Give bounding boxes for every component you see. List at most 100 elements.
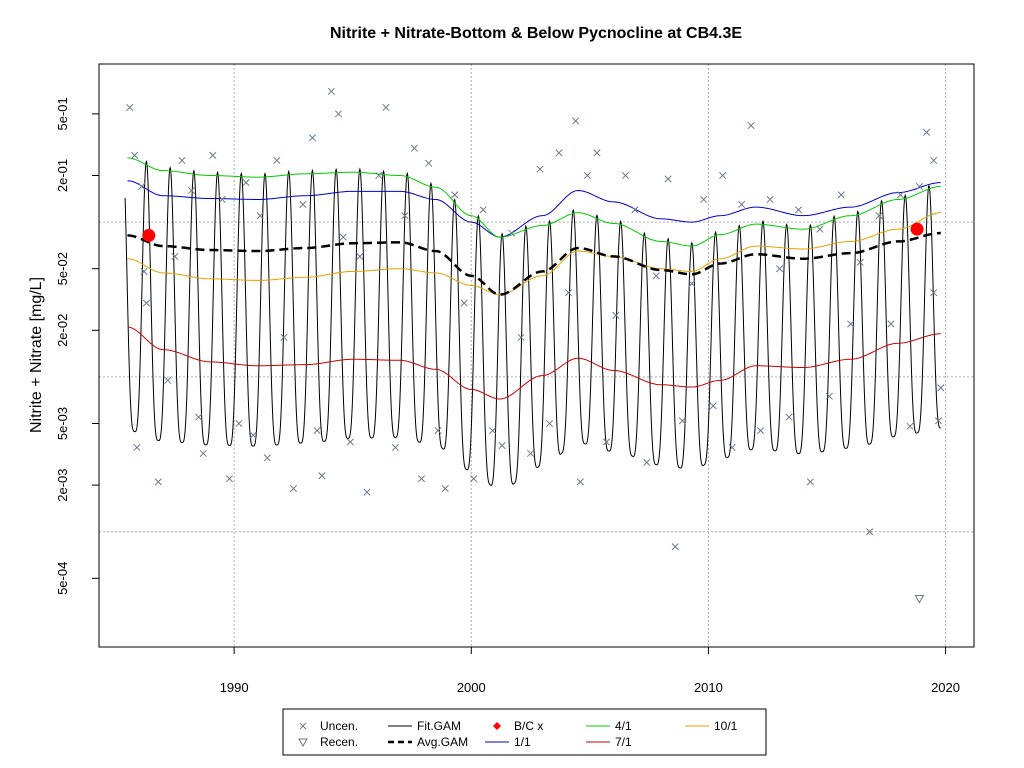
- uncensored-point: [923, 128, 931, 136]
- uncensored-point: [334, 110, 343, 118]
- uncensored-point: [289, 485, 297, 493]
- uncensored-point: [517, 333, 525, 341]
- uncensored-point: [816, 225, 824, 233]
- x-marker-stroke: [825, 392, 833, 400]
- x-marker-stroke: [536, 165, 544, 173]
- x-marker-stroke: [126, 103, 134, 112]
- gridlines: [99, 64, 974, 647]
- x-marker-stroke: [171, 252, 179, 260]
- x-marker-stroke: [187, 186, 196, 195]
- x-marker-stroke: [738, 200, 746, 209]
- x-marker-stroke: [806, 478, 814, 486]
- x-tick-label: 2020: [931, 680, 960, 695]
- y-tick-label: 5e-01: [55, 97, 70, 130]
- x-marker-stroke: [470, 475, 478, 483]
- x-marker-stroke: [327, 87, 335, 95]
- uncensored-point: [583, 171, 592, 180]
- legend-item: Fit.GAM: [388, 719, 461, 733]
- uncensored-point: [847, 320, 855, 328]
- uncensored-point: [410, 144, 418, 152]
- x-marker-stroke: [138, 182, 146, 190]
- x-marker-stroke: [934, 417, 942, 425]
- x-marker-stroke: [375, 171, 383, 180]
- x-marker-stroke: [583, 171, 592, 180]
- x-marker-stroke: [417, 475, 426, 483]
- x-marker-stroke: [923, 128, 931, 136]
- x-marker-stroke: [837, 191, 845, 199]
- x-marker-stroke: [434, 427, 442, 435]
- x-marker-stroke: [498, 442, 506, 450]
- x-marker-stroke: [906, 422, 914, 430]
- uncensored-point: [572, 117, 580, 125]
- uncensored-point: [249, 431, 257, 439]
- legend-label: B/C x: [514, 719, 543, 733]
- legend-label: 7/1: [615, 735, 632, 749]
- legend-item: Avg.GAM: [388, 735, 468, 749]
- x-marker-stroke: [719, 171, 727, 180]
- legend-x-marker: [299, 722, 307, 730]
- uncensored-point: [612, 311, 620, 319]
- uncensored-point: [555, 149, 563, 157]
- x-marker-stroke: [410, 144, 418, 152]
- uncensored-point: [593, 149, 601, 157]
- x-marker-stroke: [209, 151, 217, 159]
- x-marker-stroke: [856, 258, 864, 266]
- uncensored-point: [235, 419, 243, 428]
- uncensored-point: [643, 458, 651, 467]
- uncensored-point: [866, 528, 874, 536]
- uncensored-point: [382, 103, 390, 112]
- bc-point: [910, 222, 924, 236]
- legend-item: B/C x: [493, 719, 543, 733]
- uncensored-point: [218, 195, 226, 204]
- uncensored-point: [747, 122, 755, 130]
- x-marker-stroke: [249, 431, 257, 439]
- uncensored-point: [154, 478, 162, 486]
- x-marker-stroke: [915, 182, 924, 190]
- uncensored-point: [327, 87, 335, 95]
- legend-label: Recen.: [320, 735, 358, 749]
- x-marker-stroke: [363, 488, 371, 496]
- x-marker-stroke: [555, 149, 563, 157]
- uncensored-point: [564, 289, 573, 297]
- x-marker-stroke: [382, 103, 390, 112]
- uncensored-point: [280, 333, 288, 341]
- x-marker-stroke: [847, 320, 855, 328]
- series-1-1-line: [127, 180, 941, 238]
- uncensored-point: [631, 206, 639, 214]
- x-marker-stroke: [133, 443, 141, 452]
- x-marker-stroke: [218, 195, 226, 204]
- x-marker-stroke: [785, 413, 793, 421]
- x-marker-stroke: [747, 122, 755, 130]
- legend-label: 1/1: [514, 735, 531, 749]
- legend-label: 4/1: [615, 719, 632, 733]
- legend-item: 10/1: [685, 719, 738, 733]
- uncensored-point: [896, 191, 905, 199]
- x-marker-stroke: [930, 289, 938, 297]
- uncensored-point: [479, 206, 487, 214]
- x-marker-stroke: [794, 206, 803, 214]
- bc-point: [142, 228, 156, 242]
- uncensored-point: [825, 392, 833, 400]
- x-marker-stroke: [225, 475, 233, 483]
- uncensored-point: [527, 449, 535, 458]
- uncensored-point: [915, 182, 924, 190]
- uncensored-point: [434, 427, 442, 435]
- series-fit-gam-line: [124, 159, 941, 486]
- x-marker-stroke: [299, 200, 307, 209]
- uncensored-point: [142, 299, 150, 307]
- uncensored-point: [906, 422, 914, 430]
- legend-triangle-marker: [298, 738, 308, 748]
- legend-label: Uncen.: [320, 719, 358, 733]
- y-tick-label: 2e-02: [55, 314, 70, 347]
- uncensored-point: [621, 171, 629, 180]
- x-marker-stroke: [334, 110, 343, 118]
- x-tick-label: 1990: [220, 680, 249, 695]
- uncensored-point: [171, 252, 179, 260]
- uncensored-point: [652, 272, 660, 280]
- x-marker-stroke: [816, 225, 824, 233]
- uncensored-point: [273, 156, 281, 165]
- plot-area-frame: [98, 63, 975, 648]
- x-marker-stroke: [140, 267, 148, 275]
- uncensored-point: [225, 475, 233, 483]
- x-marker-stroke: [564, 289, 573, 297]
